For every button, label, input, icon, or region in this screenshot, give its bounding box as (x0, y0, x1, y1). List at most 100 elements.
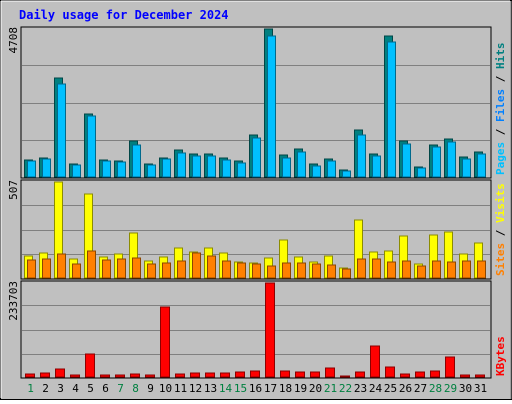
bar-sites-day-7 (117, 258, 126, 279)
bar-files-day-1 (27, 160, 36, 178)
bar-kbytes-day-11 (175, 373, 185, 378)
bar-files-day-28 (432, 146, 441, 178)
x-tick-label: 7 (117, 382, 124, 395)
bar-kbytes-day-9 (145, 374, 155, 378)
bar-files-day-29 (447, 141, 456, 178)
bar-kbytes-day-25 (385, 366, 395, 378)
bar-kbytes-day-2 (40, 372, 50, 378)
panel-kbytes (20, 280, 492, 379)
bar-files-day-7 (117, 161, 126, 178)
bar-sites-day-25 (387, 261, 396, 279)
x-tick-label: 29 (444, 382, 457, 395)
bar-kbytes-day-19 (295, 371, 305, 378)
legend-kbytes: KBytes (494, 336, 507, 376)
bar-kbytes-day-13 (205, 372, 215, 378)
bar-sites-day-14 (222, 260, 231, 279)
x-tick-label: 17 (264, 382, 277, 395)
bar-sites-day-12 (192, 252, 201, 279)
bar-files-day-6 (102, 160, 111, 178)
sites-visits-bars (24, 181, 486, 279)
bar-kbytes-day-26 (400, 373, 410, 378)
x-tick-label: 19 (294, 382, 307, 395)
bar-files-day-19 (297, 151, 306, 178)
x-tick-label: 11 (174, 382, 187, 395)
bar-kbytes-day-4 (70, 374, 80, 378)
bar-kbytes-day-22 (340, 375, 350, 378)
bar-files-day-24 (372, 155, 381, 178)
bar-sites-day-20 (312, 263, 321, 279)
bar-sites-day-3 (57, 253, 66, 279)
x-tick-label: 24 (369, 382, 383, 395)
x-tick-label: 22 (339, 382, 352, 395)
bar-kbytes-day-29 (445, 356, 455, 378)
x-tick-label: 14 (219, 382, 233, 395)
x-tick-label: 23 (354, 382, 367, 395)
bar-files-day-2 (42, 158, 51, 178)
x-tick-label: 10 (159, 382, 172, 395)
bar-sites-day-2 (42, 258, 51, 279)
bar-kbytes-day-23 (355, 371, 365, 378)
bar-kbytes-day-14 (220, 372, 230, 378)
bar-files-day-27 (417, 167, 426, 178)
bar-sites-day-6 (102, 259, 111, 279)
legend-hits: Hits (494, 43, 507, 70)
bar-sites-day-30 (462, 260, 471, 279)
bar-kbytes-day-15 (235, 371, 245, 378)
legend-pages: Pages (494, 142, 507, 175)
bar-files-day-10 (162, 158, 171, 178)
bar-kbytes-day-3 (55, 368, 65, 378)
bar-files-day-26 (402, 143, 411, 178)
y-max-label-hits: 4708 (7, 27, 20, 54)
bar-sites-day-31 (477, 260, 486, 279)
bar-kbytes-day-8 (130, 373, 140, 378)
bar-sites-day-13 (207, 255, 216, 279)
y-max-label-sites: 507 (7, 180, 20, 200)
bar-sites-day-22 (342, 268, 351, 279)
legend-visits: Visits (494, 183, 507, 223)
x-tick-label: 2 (42, 382, 49, 395)
bar-files-day-13 (207, 155, 216, 178)
chart-title: Daily usage for December 2024 (19, 8, 229, 22)
bar-kbytes-day-31 (475, 374, 485, 378)
bar-sites-day-23 (357, 258, 366, 279)
bar-kbytes-day-24 (370, 345, 380, 378)
bar-files-day-18 (282, 157, 291, 178)
bar-sites-day-4 (72, 263, 81, 279)
bar-sites-day-18 (282, 262, 291, 279)
x-axis-labels: 1 2 3 4 5 6 7 8 9 10 11 12 13 14 15 16 17 18 19 20 21 22 23 24 2… (27, 382, 487, 395)
x-tick-label: 27 (414, 382, 427, 395)
legend-hits-files-pages: Pages / Files / Hits (494, 43, 507, 176)
bar-kbytes-day-6 (100, 374, 110, 378)
x-tick-label: 13 (204, 382, 217, 395)
bar-sites-day-17 (267, 265, 276, 279)
bar-files-day-30 (462, 158, 471, 178)
bar-files-day-14 (222, 159, 231, 178)
x-tick-label: 16 (249, 382, 262, 395)
bar-files-day-9 (147, 164, 156, 178)
bar-kbytes-day-16 (250, 370, 260, 378)
x-tick-label: 1 (27, 382, 34, 395)
bar-files-day-12 (192, 155, 201, 178)
x-tick-label: 26 (399, 382, 412, 395)
bar-sites-day-15 (237, 262, 246, 279)
bar-sites-day-29 (447, 261, 456, 279)
x-tick-label: 3 (57, 382, 64, 395)
bar-sites-day-19 (297, 262, 306, 279)
bar-files-day-16 (252, 137, 261, 178)
bar-files-day-15 (237, 162, 246, 178)
bar-sites-day-9 (147, 263, 156, 279)
bar-files-day-20 (312, 165, 321, 178)
bar-files-day-3 (57, 83, 66, 178)
bar-files-day-31 (477, 153, 486, 178)
bar-files-day-4 (72, 164, 81, 178)
bar-kbytes-day-17 (265, 282, 275, 378)
bar-kbytes-day-20 (310, 371, 320, 378)
x-tick-label: 28 (429, 382, 442, 395)
x-tick-label: 6 (102, 382, 109, 395)
bar-kbytes-day-1 (25, 373, 35, 378)
x-tick-label: 5 (87, 382, 94, 395)
bar-kbytes-day-7 (115, 374, 125, 378)
bar-files-day-23 (357, 134, 366, 178)
